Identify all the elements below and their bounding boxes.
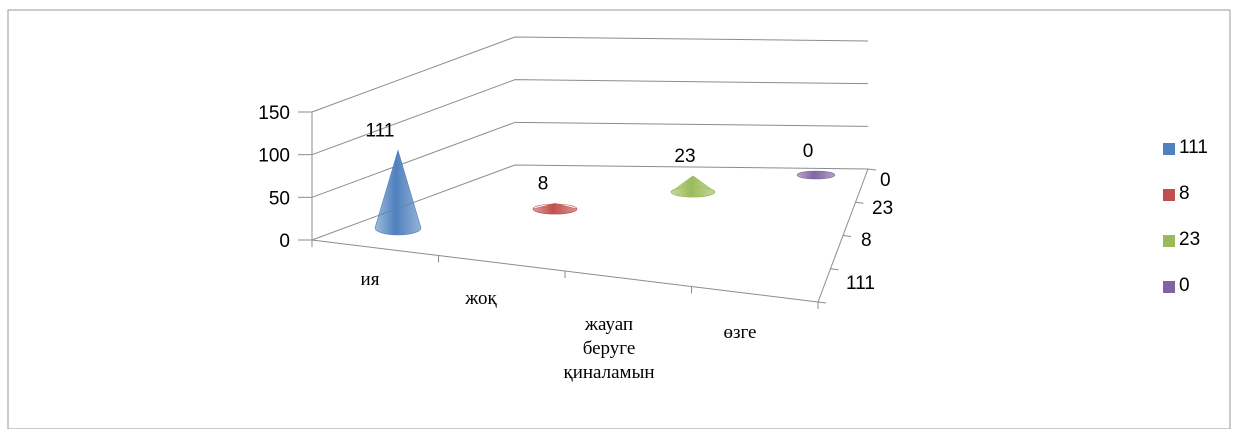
gridline	[311, 36, 869, 113]
legend-swatch	[1163, 189, 1175, 201]
depth-tick	[830, 268, 839, 271]
depth-tick-label: 23	[872, 198, 893, 219]
cone-base	[670, 186, 716, 198]
category-label: жоқ	[464, 288, 497, 309]
labels: 0501001500238111ияжоқжауапберугеқиналамы…	[258, 103, 893, 383]
depth-tick	[855, 201, 864, 204]
category-label: қиналамын	[563, 362, 654, 383]
gridline	[311, 79, 869, 156]
legend-label: 8	[1179, 183, 1190, 204]
depth-tick	[867, 168, 877, 171]
depth-tick	[817, 301, 827, 304]
depth-tick-label: 111	[846, 273, 875, 294]
data-label: 23	[674, 146, 695, 167]
data-label: 8	[538, 173, 549, 194]
legend-swatch	[1163, 281, 1175, 293]
cone-23	[670, 175, 716, 198]
marks	[374, 149, 836, 236]
depth-tick	[842, 235, 852, 237]
legend-swatch	[1163, 143, 1175, 155]
depth-tick-label: 8	[861, 230, 872, 251]
y-tick-label: 100	[258, 146, 290, 167]
legend-label: 23	[1179, 229, 1201, 250]
legend-swatch	[1163, 235, 1175, 247]
category-label: жауап	[584, 314, 633, 335]
data-label: 0	[803, 141, 814, 162]
cone-111	[374, 149, 422, 236]
data-label: 111	[366, 120, 395, 141]
y-tick-label: 50	[269, 188, 290, 209]
axes	[298, 111, 877, 309]
depth-tick-label: 0	[880, 170, 891, 191]
cone-base	[532, 203, 578, 215]
y-tick-label: 0	[279, 231, 290, 252]
category-label: ия	[361, 269, 380, 290]
category-label: беруге	[583, 338, 636, 359]
cone-0	[796, 170, 836, 180]
legend-label: 111	[1179, 137, 1208, 158]
category-label: өзге	[724, 322, 757, 343]
chart-frame	[7, 9, 1231, 429]
y-tick-label: 150	[258, 103, 290, 124]
gridline	[311, 121, 869, 198]
legend-label: 0	[1179, 275, 1190, 296]
